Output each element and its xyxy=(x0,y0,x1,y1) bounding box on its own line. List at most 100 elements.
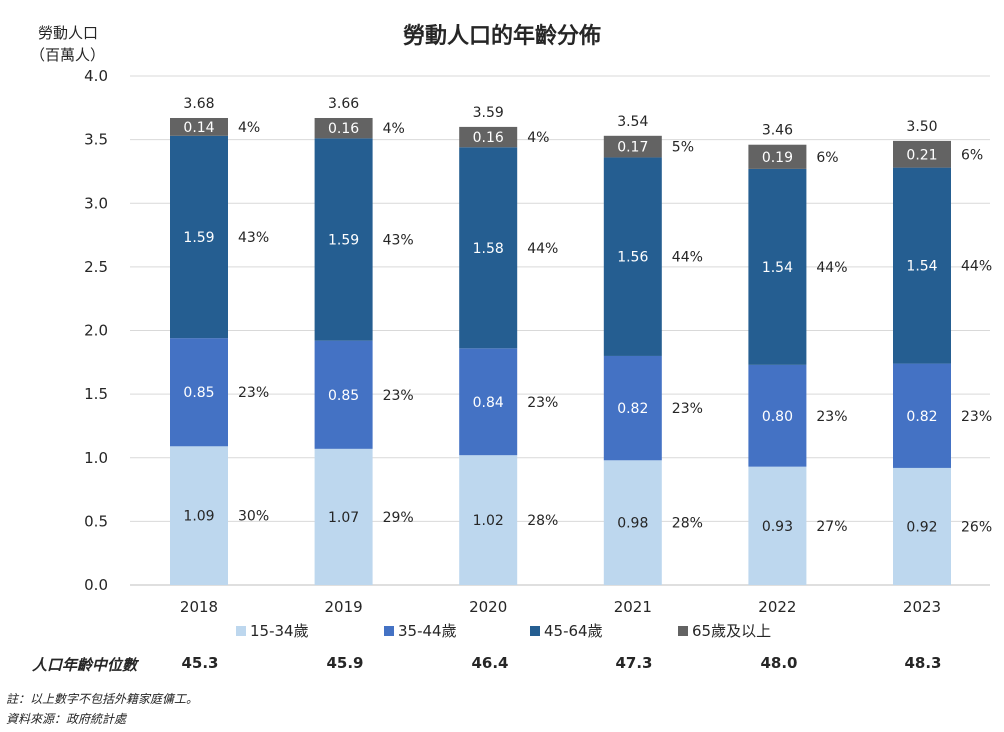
x-tick-label: 2022 xyxy=(758,598,796,616)
bar-value-label: 0.80 xyxy=(762,409,793,425)
total-label: 3.46 xyxy=(762,123,793,139)
x-tick-label: 2020 xyxy=(469,598,507,616)
total-label: 3.54 xyxy=(617,114,648,130)
bar-value-label: 1.58 xyxy=(473,241,504,257)
bar-segment xyxy=(603,135,662,158)
y-tick-label: 0.0 xyxy=(84,576,108,594)
y-tick-label: 3.0 xyxy=(84,194,108,212)
bar-value-label: 1.07 xyxy=(328,510,359,526)
source-note: 資料來源：政府統計處 xyxy=(6,712,127,726)
bar-segment xyxy=(170,338,228,447)
percent-label: 4% xyxy=(383,121,405,137)
bar-value-label: 1.54 xyxy=(762,260,793,276)
legend-label: 35-44歲 xyxy=(398,622,457,640)
median-age-value: 48.0 xyxy=(760,654,798,672)
bar-value-label: 0.16 xyxy=(473,130,504,146)
bar-segment xyxy=(893,467,951,585)
median-age-label: 人口年齡中位數 xyxy=(32,656,138,674)
percent-label: 26% xyxy=(961,519,992,535)
legend-label: 65歲及以上 xyxy=(692,622,771,640)
bar-value-label: 0.85 xyxy=(328,388,359,404)
percent-label: 23% xyxy=(672,401,703,417)
bar-segment xyxy=(893,140,951,168)
bar-value-label: 0.16 xyxy=(328,121,359,137)
percent-label: 44% xyxy=(672,250,703,266)
bar-value-label: 1.02 xyxy=(473,513,504,529)
bar-value-label: 0.98 xyxy=(617,516,648,532)
bar-segment xyxy=(748,168,807,365)
bar-segment xyxy=(314,340,373,449)
percent-label: 6% xyxy=(816,150,838,166)
legend-swatch xyxy=(530,626,540,636)
total-label: 3.50 xyxy=(906,119,937,135)
percent-label: 27% xyxy=(816,519,847,535)
median-age-row: 人口年齡中位數 45.3 45.9 46.4 47.3 48.0 48.3 xyxy=(0,654,1004,678)
bar-value-label: 0.84 xyxy=(473,395,504,411)
median-age-value: 45.9 xyxy=(326,654,364,672)
bar-segment xyxy=(603,460,662,585)
bar-segment xyxy=(893,363,951,468)
bar-value-label: 1.59 xyxy=(183,230,214,246)
bar-segment xyxy=(170,135,228,339)
percent-label: 23% xyxy=(961,409,992,425)
legend-swatch xyxy=(678,626,688,636)
bar-segment xyxy=(748,144,807,169)
bar-value-label: 1.09 xyxy=(183,509,214,525)
bar-segment xyxy=(459,455,518,585)
percent-label: 28% xyxy=(672,516,703,532)
median-age-value: 47.3 xyxy=(615,654,653,672)
percent-label: 44% xyxy=(527,241,558,257)
percent-label: 23% xyxy=(527,395,558,411)
percent-label: 23% xyxy=(816,409,847,425)
percent-label: 44% xyxy=(816,260,847,276)
percent-label: 4% xyxy=(527,130,549,146)
bar-value-label: 1.56 xyxy=(617,250,648,266)
legend-swatch xyxy=(384,626,394,636)
x-tick-label: 2023 xyxy=(903,598,941,616)
percent-label: 4% xyxy=(238,120,260,136)
percent-label: 6% xyxy=(961,147,983,163)
footnote: 註：以上數字不包括外籍家庭傭工。 xyxy=(6,692,199,706)
y-axis-label-line1: 勞動人口 xyxy=(38,24,99,42)
y-tick-label: 4.0 xyxy=(84,67,108,85)
legend-label: 45-64歲 xyxy=(544,622,603,640)
bar-value-label: 1.54 xyxy=(906,259,937,275)
bar-value-label: 0.21 xyxy=(906,147,937,163)
y-tick-label: 2.5 xyxy=(84,258,108,276)
bar-segment xyxy=(170,446,228,585)
bar-segment xyxy=(314,448,373,585)
y-tick-label: 3.5 xyxy=(84,131,108,149)
bar-segment xyxy=(459,147,518,349)
y-tick-label: 1.5 xyxy=(84,385,108,403)
bar-value-label: 0.85 xyxy=(183,385,214,401)
bar-segment xyxy=(748,364,807,467)
bar-value-label: 0.19 xyxy=(762,150,793,166)
legend-swatch xyxy=(236,626,246,636)
bar-segment xyxy=(603,355,662,461)
bar-value-label: 0.93 xyxy=(762,519,793,535)
percent-label: 43% xyxy=(238,230,269,246)
y-tick-label: 1.0 xyxy=(84,449,108,467)
percent-label: 28% xyxy=(527,513,558,529)
percent-label: 29% xyxy=(383,510,414,526)
total-label: 3.66 xyxy=(328,96,359,112)
total-label: 3.59 xyxy=(473,105,504,121)
bar-value-label: 0.17 xyxy=(617,140,648,156)
bar-value-label: 0.14 xyxy=(183,120,214,136)
bar-segment xyxy=(314,117,373,139)
percent-label: 23% xyxy=(383,388,414,404)
bar-segment xyxy=(170,117,228,136)
y-tick-label: 0.5 xyxy=(84,512,108,530)
x-tick-label: 2021 xyxy=(614,598,652,616)
bar-value-label: 1.59 xyxy=(328,233,359,249)
x-tick-label: 2018 xyxy=(180,598,218,616)
chart-title: 勞動人口的年齡分佈 xyxy=(402,24,601,49)
median-age-value: 45.3 xyxy=(181,654,219,672)
y-axis-label-line2: （百萬人） xyxy=(30,46,106,64)
total-label: 3.68 xyxy=(183,96,214,112)
median-age-value: 46.4 xyxy=(471,654,509,672)
bar-value-label: 0.82 xyxy=(617,401,648,417)
percent-label: 5% xyxy=(672,140,694,156)
median-age-value: 48.3 xyxy=(904,654,942,672)
